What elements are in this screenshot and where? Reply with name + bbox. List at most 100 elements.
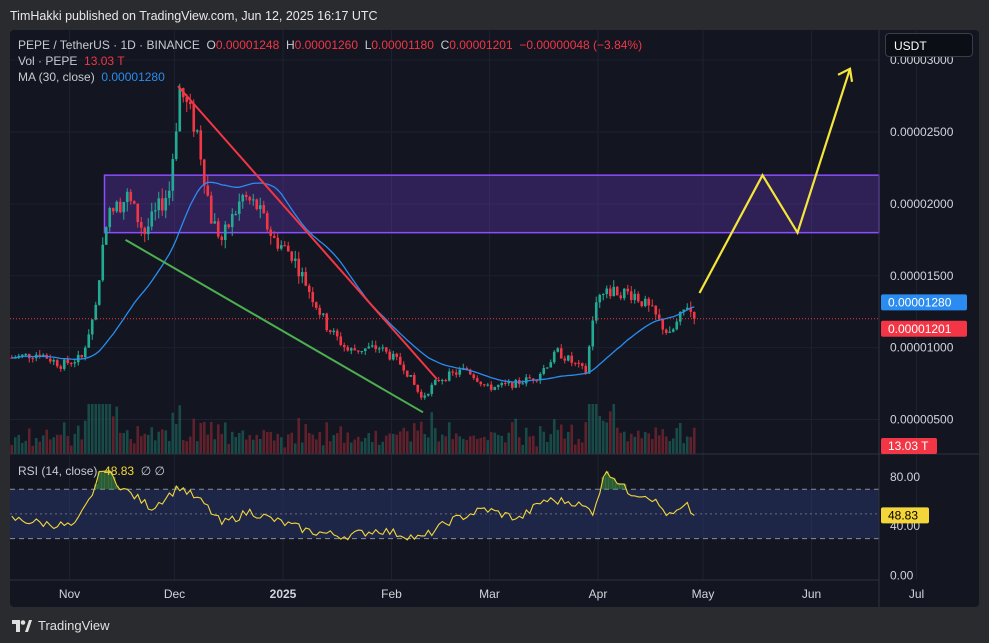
rsi-overbought-fill <box>605 471 609 490</box>
volume-bar <box>391 433 395 454</box>
volume-bar <box>433 428 437 454</box>
volume-bar <box>48 439 52 454</box>
rsi-overbought-fill <box>101 471 105 490</box>
candle-body <box>122 202 126 213</box>
candle-body <box>377 348 381 350</box>
projection-path[interactable] <box>698 68 852 294</box>
candle-body <box>136 203 140 223</box>
volume-bar <box>486 440 490 454</box>
candle-body <box>608 288 612 297</box>
chart-canvas[interactable]: 0.000030000.000025000.000020000.00001500… <box>10 30 979 607</box>
candle-body <box>486 384 490 386</box>
candle-body <box>59 366 63 369</box>
resistance-zone[interactable] <box>103 174 880 234</box>
candle-body <box>167 190 171 198</box>
candle-body <box>510 381 514 388</box>
candle-body <box>101 244 105 281</box>
volume-label[interactable]: Vol · PEPE <box>18 54 78 68</box>
volume-bar <box>62 422 66 454</box>
candle-body <box>594 302 598 321</box>
time-axis[interactable]: NovDec2025FebMarAprMayJunJulAug <box>59 587 979 601</box>
volume-bar <box>307 432 311 454</box>
candle-body <box>353 348 357 351</box>
volume-bar <box>290 432 294 454</box>
support-trendline[interactable] <box>124 238 424 414</box>
footer-brand[interactable]: TradingView <box>12 618 110 633</box>
candle-body <box>272 235 276 238</box>
candle-body <box>290 251 294 261</box>
volume-bar <box>262 430 266 454</box>
symbol-name[interactable]: PEPE / TetherUS · 1D · BINANCE <box>18 38 200 52</box>
volume-bar <box>493 432 497 454</box>
volume-bar <box>629 433 633 454</box>
ma-label[interactable]: MA (30, close) <box>18 70 95 84</box>
volume-bar <box>444 436 448 454</box>
currency-button[interactable]: USDT <box>885 33 973 57</box>
volume-bar <box>510 422 514 454</box>
candle-body <box>73 362 77 364</box>
volume-bar <box>234 436 238 454</box>
volume-bar <box>454 433 458 454</box>
candle-body <box>160 198 164 211</box>
volume-bar <box>367 433 371 454</box>
candle-body <box>293 258 297 261</box>
volume-bar <box>83 420 87 454</box>
candle-body <box>69 363 73 365</box>
rsi-overbought-fill <box>174 486 179 490</box>
candle-body <box>559 348 563 359</box>
volume-bar <box>566 431 570 454</box>
volume-bar <box>328 441 332 454</box>
candle-body <box>524 377 528 384</box>
candle-body <box>566 355 570 361</box>
candle-body <box>521 383 525 385</box>
volume-bar <box>412 423 416 454</box>
volume-bar <box>409 441 413 454</box>
candle-body <box>370 345 374 347</box>
volume-bar <box>461 438 465 454</box>
volume-bar <box>38 441 42 454</box>
volume-bar <box>244 439 248 454</box>
volume-bar <box>41 435 45 454</box>
candle-body <box>188 101 192 105</box>
volume-bar <box>17 434 21 454</box>
candle-body <box>104 227 108 245</box>
published-bar: TimHakki published on TradingView.com, J… <box>0 0 989 30</box>
candle-body <box>472 374 476 379</box>
rsi-overbought-fill <box>622 483 627 490</box>
volume-bar <box>160 429 164 454</box>
descending-trendline[interactable] <box>177 85 438 380</box>
volume-bar <box>80 439 84 454</box>
volume-bar <box>542 431 546 454</box>
candle-body <box>423 395 427 398</box>
volume-bar <box>475 439 479 454</box>
candle-body <box>367 346 371 349</box>
symbol-legend: PEPE / TetherUS · 1D · BINANCE O0.000012… <box>18 38 642 52</box>
volume-bar <box>552 419 556 454</box>
rsi-label[interactable]: RSI (14, close) <box>18 464 98 478</box>
candle-body <box>230 214 234 228</box>
volume-bar <box>682 443 686 454</box>
volume-bar <box>668 441 672 454</box>
ma-price-tag-text: 0.00001280 <box>888 295 952 309</box>
volume-bar <box>489 432 493 454</box>
volume-bar <box>517 437 521 454</box>
volume-bar <box>440 434 444 454</box>
volume-bar <box>332 435 336 454</box>
last-price-tag-text: 0.00001201 <box>888 322 952 336</box>
candle-body <box>542 368 546 374</box>
time-axis-label: Apr <box>589 587 608 601</box>
candle-body <box>489 384 493 390</box>
candle-body <box>52 360 56 362</box>
candle-body <box>454 372 458 375</box>
volume-bar <box>423 434 427 454</box>
candle-body <box>258 205 262 210</box>
price-axis[interactable]: 0.000030000.000025000.000020000.00001500… <box>890 53 954 426</box>
rsi-band <box>10 489 879 539</box>
volume-bar <box>220 433 224 454</box>
volume-bar <box>353 439 357 454</box>
volume-bar <box>248 435 252 454</box>
chart-frame[interactable]: 0.00003000 0.00002500 0.00002000 0.00001500… <box>10 30 979 607</box>
rsi-overbought-fill <box>619 484 623 490</box>
volume-bar <box>650 439 654 454</box>
